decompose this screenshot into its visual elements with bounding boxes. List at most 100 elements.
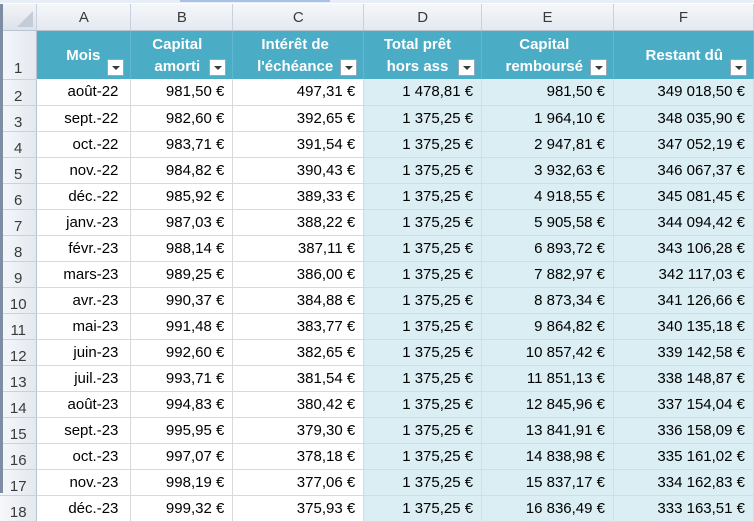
row-header[interactable]: 9 bbox=[0, 261, 38, 288]
cell-interet[interactable]: 383,77 € bbox=[232, 313, 365, 340]
cell-capital-rembourse[interactable]: 10 857,42 € bbox=[481, 339, 615, 366]
cell-capital-rembourse[interactable]: 14 838,98 € bbox=[481, 443, 615, 470]
cell-total-pret[interactable]: 1 375,25 € bbox=[363, 157, 483, 184]
cell-total-pret[interactable]: 1 375,25 € bbox=[363, 209, 483, 236]
cell-interet[interactable]: 378,18 € bbox=[232, 443, 365, 470]
cell-capital-amorti[interactable]: 987,03 € bbox=[130, 209, 234, 236]
cell-interet[interactable]: 497,31 € bbox=[232, 79, 365, 106]
row-header[interactable]: 11 bbox=[0, 313, 38, 340]
select-all-corner[interactable] bbox=[0, 4, 38, 31]
row-header[interactable]: 18 bbox=[0, 495, 38, 522]
cell-capital-rembourse[interactable]: 4 918,55 € bbox=[481, 183, 615, 210]
header-cell-restant-du[interactable]: Restant dû bbox=[613, 30, 754, 79]
cell-capital-rembourse[interactable]: 5 905,58 € bbox=[481, 209, 615, 236]
column-header-d[interactable]: D bbox=[363, 4, 483, 31]
cell-total-pret[interactable]: 1 375,25 € bbox=[363, 469, 483, 496]
cell-interet[interactable]: 388,22 € bbox=[232, 209, 365, 236]
cell-capital-amorti[interactable]: 993,71 € bbox=[130, 365, 234, 392]
row-header[interactable]: 12 bbox=[0, 339, 38, 366]
column-header-b[interactable]: B bbox=[130, 4, 234, 31]
filter-dropdown-icon[interactable] bbox=[730, 59, 747, 76]
cell-capital-rembourse[interactable]: 3 932,63 € bbox=[481, 157, 615, 184]
cell-total-pret[interactable]: 1 375,25 € bbox=[363, 443, 483, 470]
cell-total-pret[interactable]: 1 375,25 € bbox=[363, 391, 483, 418]
cell-interet[interactable]: 381,54 € bbox=[232, 365, 365, 392]
cell-total-pret[interactable]: 1 375,25 € bbox=[363, 287, 483, 314]
row-header[interactable]: 4 bbox=[0, 131, 38, 158]
row-header[interactable]: 16 bbox=[0, 443, 38, 470]
cell-restant-du[interactable]: 335 161,02 € bbox=[613, 443, 754, 470]
header-cell-capital-rembourse[interactable]: Capital remboursé bbox=[481, 30, 615, 79]
row-header[interactable]: 7 bbox=[0, 209, 38, 236]
cell-capital-rembourse[interactable]: 15 837,17 € bbox=[481, 469, 615, 496]
cell-capital-amorti[interactable]: 997,07 € bbox=[130, 443, 234, 470]
cell-restant-du[interactable]: 349 018,50 € bbox=[613, 79, 754, 106]
row-header[interactable]: 10 bbox=[0, 287, 38, 314]
cell-capital-amorti[interactable]: 984,82 € bbox=[130, 157, 234, 184]
cell-capital-amorti[interactable]: 995,95 € bbox=[130, 417, 234, 444]
cell-interet[interactable]: 386,00 € bbox=[232, 261, 365, 288]
cell-restant-du[interactable]: 338 148,87 € bbox=[613, 365, 754, 392]
cell-total-pret[interactable]: 1 375,25 € bbox=[363, 261, 483, 288]
cell-total-pret[interactable]: 1 375,25 € bbox=[363, 235, 483, 262]
cell-restant-du[interactable]: 334 162,83 € bbox=[613, 469, 754, 496]
cell-mois[interactable]: févr.-23 bbox=[36, 235, 132, 262]
row-header[interactable]: 17 bbox=[0, 469, 38, 496]
cell-mois[interactable]: déc.-22 bbox=[36, 183, 132, 210]
cell-interet[interactable]: 387,11 € bbox=[232, 235, 365, 262]
cell-capital-amorti[interactable]: 981,50 € bbox=[130, 79, 234, 106]
cell-mois[interactable]: oct.-22 bbox=[36, 131, 132, 158]
column-header-c[interactable]: C bbox=[232, 4, 365, 31]
filter-dropdown-icon[interactable] bbox=[458, 59, 476, 76]
filter-dropdown-icon[interactable] bbox=[340, 59, 358, 76]
cell-restant-du[interactable]: 343 106,28 € bbox=[613, 235, 754, 262]
column-header-e[interactable]: E bbox=[481, 4, 615, 31]
cell-total-pret[interactable]: 1 375,25 € bbox=[363, 105, 483, 132]
cell-capital-amorti[interactable]: 983,71 € bbox=[130, 131, 234, 158]
cell-total-pret[interactable]: 1 375,25 € bbox=[363, 339, 483, 366]
cell-restant-du[interactable]: 339 142,58 € bbox=[613, 339, 754, 366]
cell-interet[interactable]: 377,06 € bbox=[232, 469, 365, 496]
row-header[interactable]: 3 bbox=[0, 105, 38, 132]
cell-capital-rembourse[interactable]: 981,50 € bbox=[481, 79, 615, 106]
row-header[interactable]: 13 bbox=[0, 365, 38, 392]
cell-interet[interactable]: 375,93 € bbox=[232, 495, 365, 522]
filter-dropdown-icon[interactable] bbox=[590, 59, 608, 76]
cell-capital-amorti[interactable]: 999,32 € bbox=[130, 495, 234, 522]
cell-interet[interactable]: 392,65 € bbox=[232, 105, 365, 132]
cell-mois[interactable]: août-23 bbox=[36, 391, 132, 418]
cell-restant-du[interactable]: 345 081,45 € bbox=[613, 183, 754, 210]
cell-capital-rembourse[interactable]: 8 873,34 € bbox=[481, 287, 615, 314]
cell-capital-rembourse[interactable]: 16 836,49 € bbox=[481, 495, 615, 522]
cell-mois[interactable]: août-22 bbox=[36, 79, 132, 106]
cell-mois[interactable]: nov.-22 bbox=[36, 157, 132, 184]
cell-capital-amorti[interactable]: 985,92 € bbox=[130, 183, 234, 210]
cell-capital-rembourse[interactable]: 7 882,97 € bbox=[481, 261, 615, 288]
cell-restant-du[interactable]: 347 052,19 € bbox=[613, 131, 754, 158]
cell-restant-du[interactable]: 336 158,09 € bbox=[613, 417, 754, 444]
cell-restant-du[interactable]: 344 094,42 € bbox=[613, 209, 754, 236]
cell-mois[interactable]: sept.-23 bbox=[36, 417, 132, 444]
cell-capital-rembourse[interactable]: 6 893,72 € bbox=[481, 235, 615, 262]
header-cell-total-pret[interactable]: Total prêt hors ass bbox=[363, 30, 483, 79]
row-header[interactable]: 14 bbox=[0, 391, 38, 418]
cell-interet[interactable]: 384,88 € bbox=[232, 287, 365, 314]
cell-restant-du[interactable]: 333 163,51 € bbox=[613, 495, 754, 522]
cell-capital-amorti[interactable]: 998,19 € bbox=[130, 469, 234, 496]
cell-mois[interactable]: juil.-23 bbox=[36, 365, 132, 392]
column-header-a[interactable]: A bbox=[36, 4, 132, 31]
cell-capital-rembourse[interactable]: 9 864,82 € bbox=[481, 313, 615, 340]
cell-capital-rembourse[interactable]: 2 947,81 € bbox=[481, 131, 615, 158]
cell-interet[interactable]: 391,54 € bbox=[232, 131, 365, 158]
filter-dropdown-icon[interactable] bbox=[107, 59, 125, 76]
row-header[interactable]: 2 bbox=[0, 79, 38, 106]
cell-capital-rembourse[interactable]: 12 845,96 € bbox=[481, 391, 615, 418]
row-header[interactable]: 5 bbox=[0, 157, 38, 184]
cell-mois[interactable]: juin-23 bbox=[36, 339, 132, 366]
filter-dropdown-icon[interactable] bbox=[209, 59, 227, 76]
cell-interet[interactable]: 390,43 € bbox=[232, 157, 365, 184]
row-header[interactable]: 6 bbox=[0, 183, 38, 210]
header-cell-mois[interactable]: Mois bbox=[36, 30, 132, 79]
cell-restant-du[interactable]: 337 154,04 € bbox=[613, 391, 754, 418]
cell-capital-amorti[interactable]: 991,48 € bbox=[130, 313, 234, 340]
